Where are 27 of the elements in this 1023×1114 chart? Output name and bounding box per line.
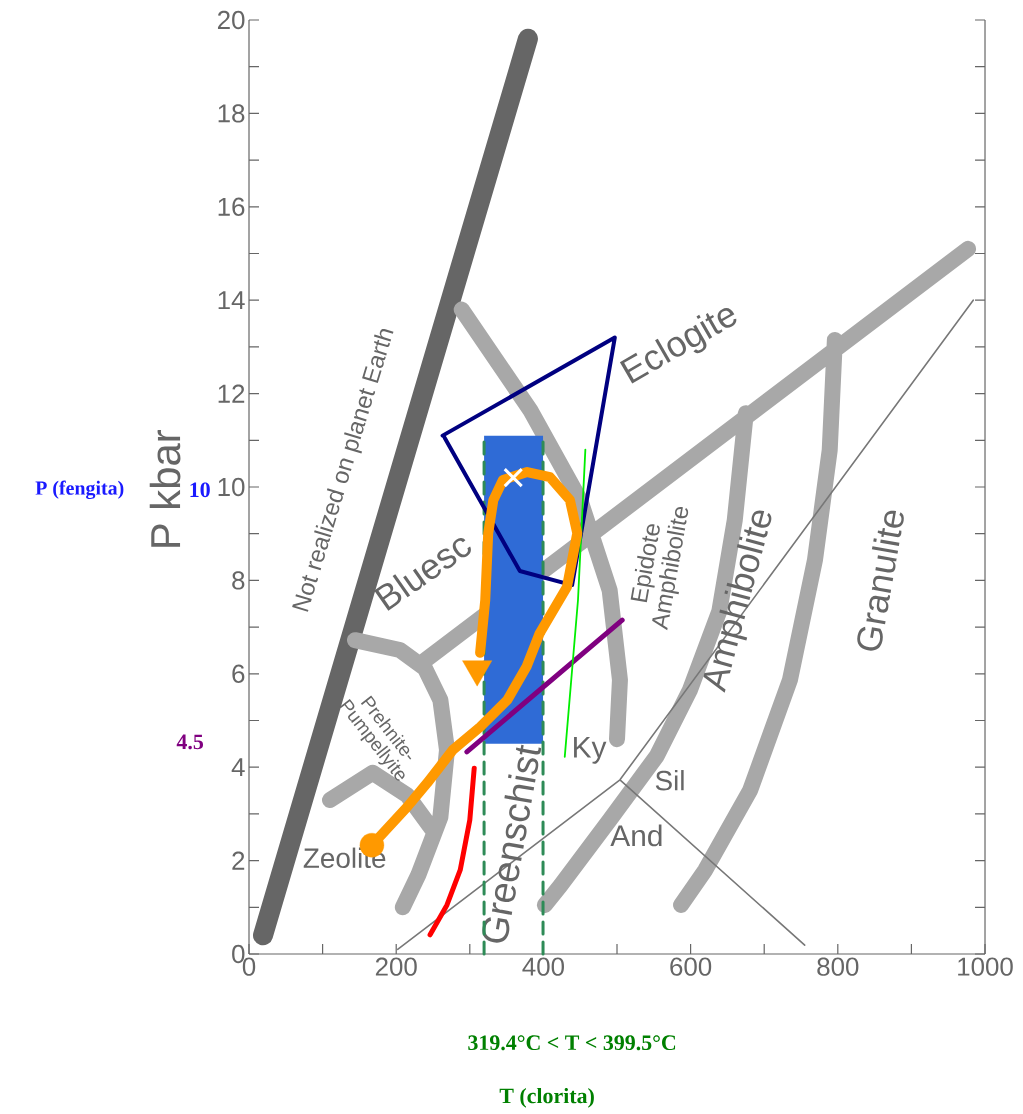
text: T (clorita) — [499, 1087, 594, 1108]
annotation: Epidote Amphibolite — [630, 506, 689, 631]
y-tick-label: 16 — [218, 197, 245, 216]
y-tick-label: 2 — [232, 851, 245, 870]
y-tick-label: 18 — [218, 104, 245, 123]
text: 4.5 — [176, 734, 204, 750]
annotation: And — [610, 824, 662, 847]
y-tick-label: 8 — [232, 571, 245, 590]
x-tick-label: 400 — [522, 957, 564, 976]
annotation: Greenschist — [482, 744, 542, 943]
y-tick-label: 4 — [231, 758, 245, 777]
x-tick-label: 1000 — [958, 957, 1013, 976]
y-tick-label: 14 — [218, 291, 245, 310]
y-tick-label: 20 — [217, 10, 245, 30]
text: 319.4°C < T < 399.5°C — [468, 1035, 676, 1051]
y-axis-title: P kbar — [149, 430, 181, 547]
annotation: Granulite — [857, 510, 904, 651]
x-tick-label: 200 — [375, 957, 417, 976]
x-tick-label: 800 — [817, 957, 859, 976]
annotation: Ky — [574, 737, 607, 764]
y-tick-label: 6 — [232, 664, 245, 683]
y-tick-label: 10 — [218, 477, 245, 497]
annotation: Sil — [655, 770, 684, 791]
text: P (fengita) — [35, 480, 124, 500]
y-tick-label: 12 — [218, 384, 245, 403]
x-tick-label: 600 — [670, 957, 712, 976]
text: 10 — [190, 482, 210, 498]
